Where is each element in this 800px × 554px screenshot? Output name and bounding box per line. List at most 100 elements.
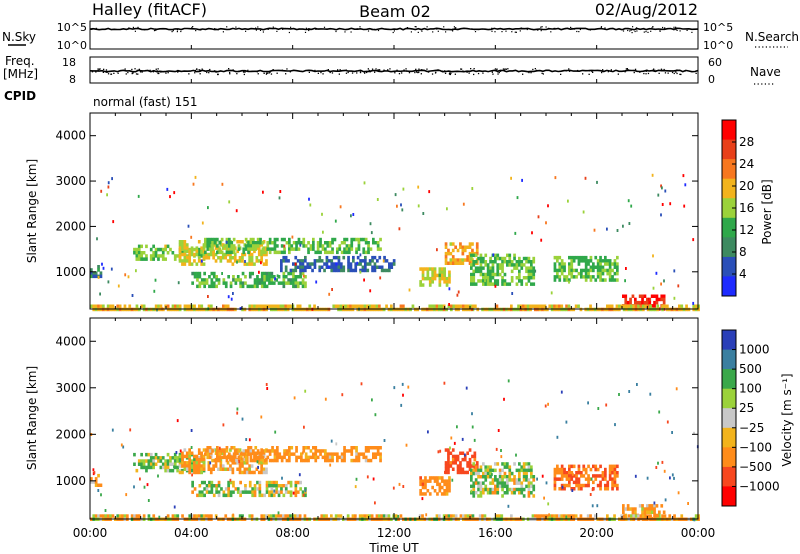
freq-dot [286,68,288,70]
noise-dot [282,28,284,30]
data-cell [440,273,444,278]
data-cell [568,255,571,260]
data-cell [344,304,348,308]
data-cell [494,272,497,277]
noise-dot [540,30,542,32]
data-cell [174,514,177,518]
data-cell [364,262,367,266]
data-cell [522,263,526,267]
data-cell [538,514,542,518]
data-cell [203,271,206,276]
data-cell [237,247,241,251]
freq-dot [418,71,420,73]
data-cell [229,281,233,285]
data-cell [474,304,477,308]
data-cell [604,471,607,475]
data-cell [190,304,194,308]
data-cell [154,452,158,457]
data-cell [290,452,294,456]
data-cell [284,484,288,488]
freq-dot [347,71,349,74]
data-cell [219,461,223,465]
data-cell [680,514,684,518]
scatter-cell [437,450,440,454]
data-cell [443,276,446,281]
data-cell [178,256,182,260]
data-cell [380,514,384,518]
data-cell [478,514,482,518]
data-cell [638,300,642,305]
freq-dot [482,72,484,74]
data-cell [308,262,312,266]
noise-dot [215,28,217,30]
data-cell [218,250,222,255]
noise-dot [553,27,555,30]
colorbar-tick-label: −100 [739,440,772,454]
data-cell [272,484,276,488]
data-cell [276,455,279,460]
data-cell [498,272,502,277]
freq-dot [214,70,216,72]
data-cell [260,461,263,465]
data-cell [256,275,259,279]
data-cell [249,241,253,245]
scatter-cell [556,435,559,439]
freq-dot [337,70,339,72]
data-cell [331,250,334,255]
freq-dot [238,70,240,72]
data-cell [279,304,283,308]
data-cell [482,487,485,492]
data-cell [212,249,215,254]
data-cell [626,300,630,305]
scatter-cell [179,449,182,453]
data-cell [232,244,236,248]
data-cell [212,252,215,257]
data-cell [694,514,698,518]
scatter-cell [262,190,264,194]
noise-dot [192,26,194,28]
data-cell [248,256,251,260]
data-cell [178,468,182,473]
data-cell [501,475,504,479]
data-cell [197,456,201,460]
data-cell [282,278,286,282]
scatter-cell [131,294,134,297]
data-cell [244,455,248,460]
noise-dot [550,31,552,33]
data-cell [513,475,516,479]
data-cell [226,304,230,308]
data-cell [661,514,664,518]
scatter-cell [120,443,123,447]
data-cell [229,467,232,471]
data-cell [331,458,334,463]
data-cell [188,249,191,254]
noise-dot [335,30,337,33]
data-cell [339,304,343,308]
data-cell [525,475,528,479]
data-cell [468,242,472,246]
data-cell [498,481,502,485]
data-cell [311,268,314,273]
data-cell [364,455,368,460]
noise-dot [93,28,95,30]
data-cell [498,471,502,476]
freq-dot [645,69,648,71]
data-cell [280,484,283,488]
data-cell [181,514,184,518]
data-cell [178,462,182,466]
data-cell [225,237,229,242]
data-cell [225,446,229,450]
freq-dot [117,72,119,74]
data-cell [347,262,350,266]
scatter-cell [401,382,404,386]
data-cell [367,241,370,245]
scatter-cell [304,389,307,393]
scatter-cell [258,270,260,274]
data-cell [345,250,349,255]
data-cell [433,276,437,281]
data-cell [355,250,358,255]
scatter-cell [405,443,408,447]
data-cell [300,455,303,460]
data-cell [431,276,434,281]
noise-dot [491,30,493,32]
